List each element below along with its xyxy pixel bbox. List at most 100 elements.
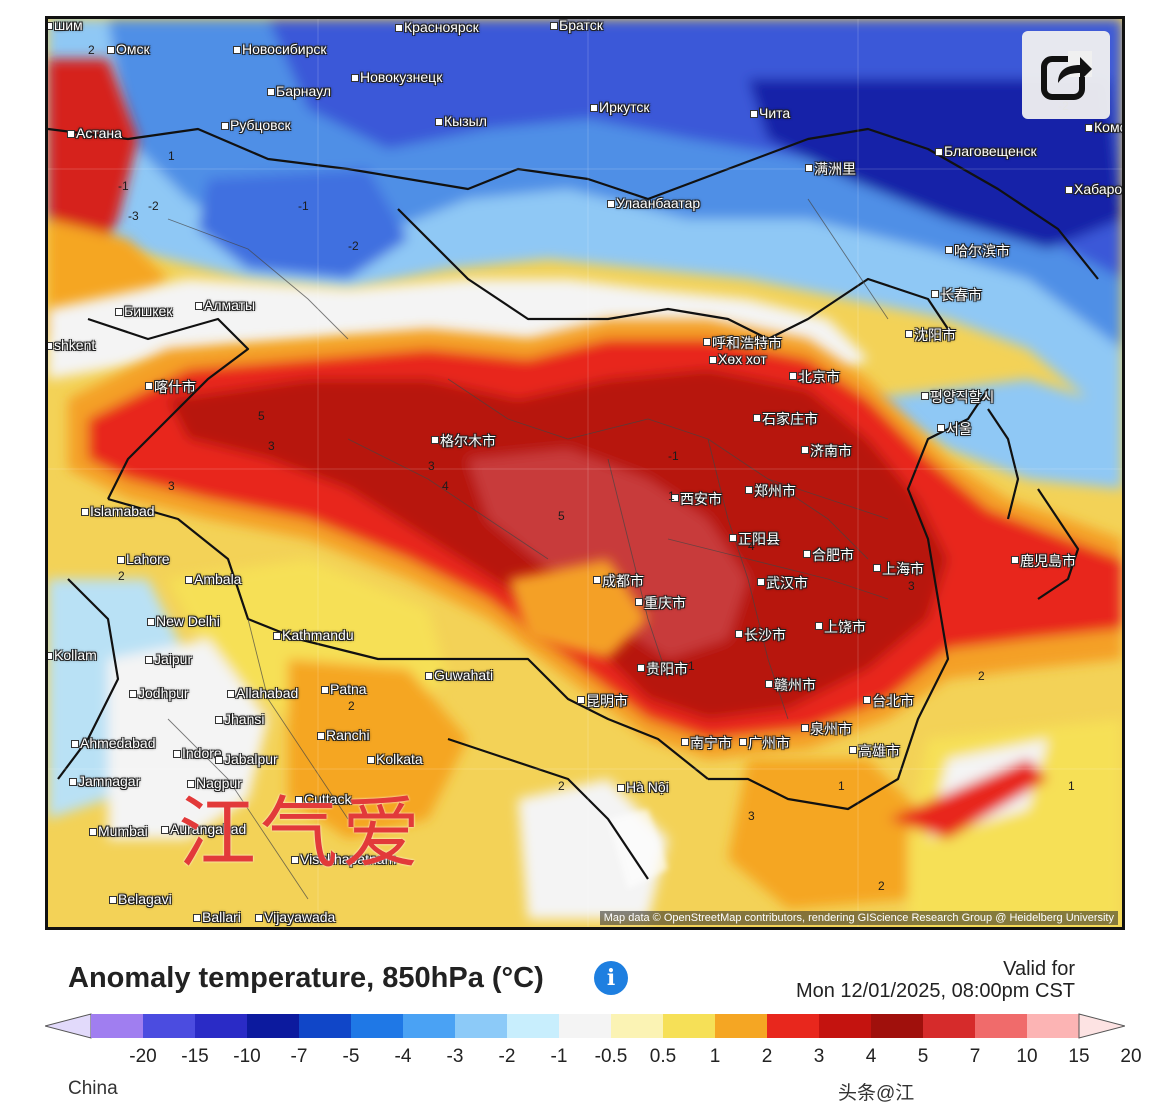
scale-swatch — [923, 1014, 976, 1038]
city-marker — [921, 392, 929, 400]
city-label: Благовещенск — [944, 143, 1037, 159]
info-icon[interactable]: i — [594, 961, 628, 995]
city-marker — [173, 750, 181, 758]
scale-swatch — [767, 1014, 820, 1038]
city-marker — [67, 130, 75, 138]
city-label: New Delhi — [156, 613, 220, 629]
city-label: Jhansi — [224, 711, 265, 727]
city-label: shkent — [54, 337, 96, 353]
city-marker — [905, 330, 913, 338]
city-label: Mumbai — [98, 823, 148, 839]
contour-value: -1 — [118, 179, 129, 193]
city-marker — [931, 290, 939, 298]
city-label: 格尔木市 — [440, 433, 496, 449]
contour-value: 3 — [168, 479, 175, 493]
city-label: Хөх хот — [718, 351, 767, 367]
city-label: Чита — [759, 105, 791, 121]
city-label: 喀什市 — [154, 379, 196, 395]
city-marker — [935, 148, 943, 156]
city-label: 广州市 — [748, 735, 790, 751]
city-label: Vijayawada — [264, 909, 336, 925]
city-marker — [317, 732, 325, 740]
city-marker — [435, 118, 443, 126]
city-marker — [590, 104, 598, 112]
city-marker — [48, 22, 53, 30]
city-label: Guwahati — [434, 667, 494, 683]
city-marker — [937, 424, 945, 432]
scale-tick-label: 4 — [865, 1046, 877, 1067]
city-marker — [945, 246, 953, 254]
contour-value: 2 — [118, 569, 125, 583]
city-label: Улаанбаатар — [616, 195, 701, 211]
city-marker — [635, 598, 643, 606]
city-marker — [745, 486, 753, 494]
city-marker — [273, 632, 281, 640]
contour-value: 3 — [428, 459, 435, 473]
city-marker — [115, 308, 123, 316]
contour-value: 2 — [878, 879, 885, 893]
city-label: Комс — [1094, 119, 1125, 135]
city-label: 台北市 — [872, 693, 914, 709]
city-marker — [145, 656, 153, 664]
city-marker — [849, 746, 857, 754]
contour-value: -3 — [128, 209, 139, 223]
valid-for-date: Mon 12/01/2025, 08:00pm CST — [795, 980, 1075, 1002]
city-marker — [233, 46, 241, 54]
city-label: 평양직할시 — [930, 389, 995, 405]
city-label: 正阳县 — [738, 531, 780, 547]
city-label: 合肥市 — [812, 547, 854, 563]
city-label: Новокузнецк — [360, 69, 443, 85]
city-label: Visakhapatnam — [300, 851, 397, 867]
share-button[interactable] — [1022, 31, 1110, 119]
contour-value: 1 — [168, 149, 175, 163]
scale-tick-label: -4 — [394, 1046, 412, 1067]
color-scale-bar — [45, 1013, 1125, 1039]
city-label: 鹿児島市 — [1020, 553, 1076, 569]
scale-tick-label: -5 — [342, 1046, 360, 1067]
city-label: 赣州市 — [774, 677, 816, 693]
city-label: Belagavi — [118, 891, 172, 907]
city-marker — [187, 780, 195, 788]
city-label: Jamnagar — [78, 773, 141, 789]
contour-value: 1 — [688, 659, 695, 673]
city-marker — [739, 738, 747, 746]
city-label: Ranchi — [326, 727, 370, 743]
city-label: Indore — [182, 745, 222, 761]
city-marker — [577, 696, 585, 704]
city-label: Барнаул — [276, 83, 331, 99]
city-label: 哈尔滨市 — [954, 243, 1010, 259]
city-label: Красноярск — [404, 19, 479, 35]
city-marker — [789, 372, 797, 380]
city-marker — [815, 622, 823, 630]
scale-swatch — [403, 1014, 456, 1038]
city-label: Иркутск — [599, 99, 650, 115]
legend-title: Anomaly temperature, 850hPa (°C) — [68, 962, 544, 994]
city-label: 沈阳市 — [914, 327, 956, 343]
city-marker — [89, 828, 97, 836]
city-label: Islamabad — [90, 503, 155, 519]
scale-tick-label: 20 — [1120, 1046, 1142, 1067]
city-label: 成都市 — [602, 573, 644, 589]
contour-value: 3 — [908, 579, 915, 593]
map-frame[interactable]: шим Красноярск Братск Омск Новосибирск Новоку… — [45, 16, 1125, 930]
city-marker — [431, 436, 439, 444]
city-label: Kollam — [54, 647, 97, 663]
city-label: Кызыл — [444, 113, 487, 129]
city-marker — [109, 896, 117, 904]
scale-tick-label: 0.5 — [649, 1046, 677, 1067]
city-label: 长沙市 — [744, 627, 786, 643]
scale-swatch — [507, 1014, 560, 1038]
city-marker — [805, 164, 813, 172]
scale-tick-label: -7 — [290, 1046, 308, 1067]
city-label: Cuttack — [304, 791, 352, 807]
contour-value: -2 — [348, 239, 359, 253]
scale-swatch — [351, 1014, 404, 1038]
city-label: 高雄市 — [858, 743, 900, 759]
anomaly-map[interactable] — [48, 19, 1122, 927]
city-marker — [351, 74, 359, 82]
city-marker — [765, 680, 773, 688]
city-marker — [295, 796, 303, 804]
city-marker — [71, 740, 79, 748]
scale-swatch — [715, 1014, 768, 1038]
map-attribution: Map data © OpenStreetMap contributors, r… — [599, 911, 1118, 925]
